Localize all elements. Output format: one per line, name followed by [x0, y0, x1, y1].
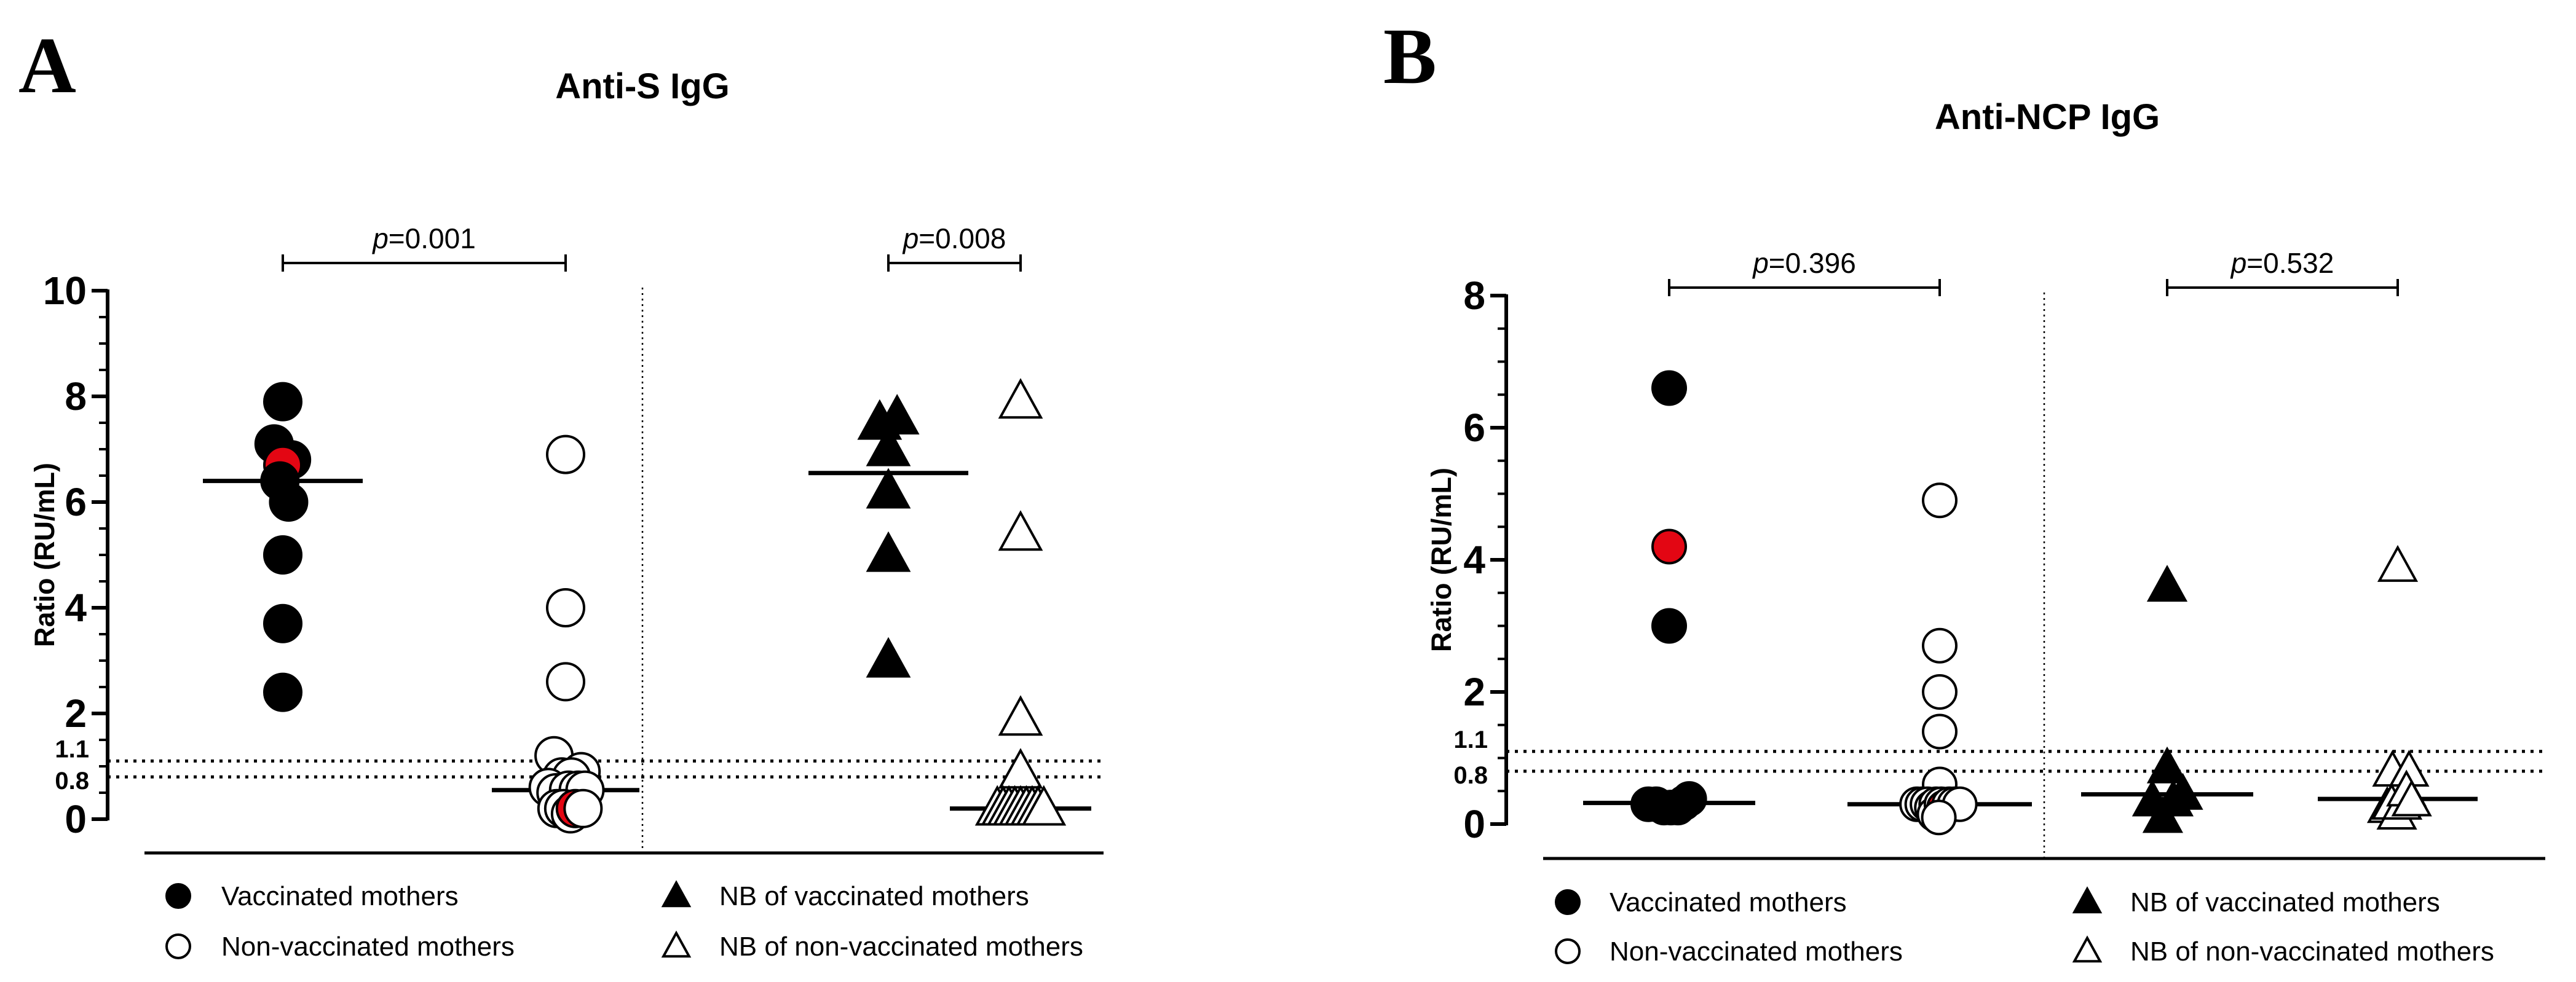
data-point [1021, 785, 1067, 826]
legend-marker [165, 933, 191, 959]
data-point [263, 603, 302, 643]
data-point [2377, 544, 2419, 582]
data-point [2391, 779, 2432, 817]
cutoff-label-low: 0.8 [1453, 762, 1488, 789]
series-nb-of-non-vaccinated-mothers [2318, 544, 2478, 830]
series-nb-of-vaccinated-mothers [2081, 565, 2253, 833]
data-point [998, 748, 1043, 789]
legend-marker [2072, 935, 2103, 963]
p-value-symbol: p [2230, 247, 2247, 279]
legend-label: Non-vaccinated mothers [1610, 937, 1903, 967]
data-point [1922, 482, 1958, 519]
y-tick-label: 6 [1463, 406, 1485, 450]
series-nb-of-non-vaccinated-mothers [950, 378, 1091, 826]
data-point-highlighted [1651, 528, 1687, 565]
p-value: p=0.008 [902, 222, 1006, 254]
data-point [1922, 627, 1958, 664]
y-tick-label: 4 [65, 586, 87, 630]
data-point [2146, 746, 2188, 784]
data-point [2146, 565, 2188, 602]
p-value: p=0.001 [371, 222, 476, 254]
p-value-symbol: p [371, 222, 389, 254]
data-point [1651, 370, 1687, 406]
series-non-vaccinated-mothers [1847, 482, 2032, 836]
y-axis-label: Ratio (RU/mL) [29, 463, 60, 647]
chart-title: Anti-NCP IgG [1935, 97, 2160, 137]
data-point [263, 672, 302, 712]
data-point [263, 535, 302, 575]
p-value-symbol: p [1752, 247, 1769, 279]
y-tick-label: 2 [65, 691, 87, 736]
data-point [263, 382, 302, 422]
data-point [998, 378, 1043, 419]
p-value-number: =0.001 [389, 222, 476, 254]
data-point [866, 468, 911, 509]
y-axis-label: Ratio (RU/mL) [1426, 468, 1457, 652]
y-tick-label: 0 [65, 797, 87, 841]
data-point [269, 482, 309, 522]
series-vaccinated-mothers [203, 382, 363, 712]
legend-label: Non-vaccinated mothers [221, 932, 515, 962]
cutoff-label-low: 0.8 [55, 768, 89, 795]
data-point [998, 695, 1043, 736]
legend-marker [1555, 938, 1581, 964]
panel-letter: B [1383, 12, 1437, 101]
data-point [1651, 608, 1687, 644]
data-point [1922, 674, 1958, 710]
data-point [998, 510, 1043, 551]
y-tick-label: 6 [65, 480, 87, 524]
data-point [2162, 772, 2203, 810]
legend-marker [661, 880, 692, 908]
legend-label: Vaccinated mothers [221, 881, 459, 911]
legend: Vaccinated mothers Non-vaccinated mothers… [165, 880, 1083, 962]
cutoff-label-high: 1.1 [55, 736, 89, 763]
legend-label: NB of non-vaccinated mothers [2130, 937, 2494, 967]
data-point [546, 434, 585, 474]
legend-label: NB of vaccinated mothers [2130, 887, 2440, 917]
cutoff-label-high: 1.1 [1453, 726, 1488, 753]
y-tick-label: 8 [65, 374, 87, 418]
p-value-number: =0.396 [1769, 247, 1856, 279]
y-tick-label: 4 [1463, 538, 1485, 582]
y-tick-label: 2 [1463, 670, 1485, 714]
data-point [866, 637, 911, 678]
data-point [874, 394, 920, 435]
y-tick-label: 0 [1463, 802, 1485, 846]
data-point [866, 531, 911, 572]
y-tick-label: 8 [1463, 273, 1485, 318]
series-non-vaccinated-mothers [492, 434, 639, 834]
legend-label: Vaccinated mothers [1610, 887, 1847, 917]
panel-letter: A [18, 22, 76, 110]
series-vaccinated-mothers [1583, 370, 1755, 826]
p-value-number: =0.532 [2246, 247, 2334, 279]
p-value-number: =0.008 [919, 222, 1006, 254]
p-value: p=0.532 [2230, 247, 2334, 279]
data-point [1921, 799, 1957, 836]
legend-marker [165, 883, 191, 909]
data-point [563, 788, 603, 828]
legend: Vaccinated mothers Non-vaccinated mothers… [1555, 886, 2494, 967]
legend-label: NB of non-vaccinated mothers [719, 932, 1083, 962]
data-point [1671, 781, 1707, 817]
p-value: p=0.396 [1752, 247, 1856, 279]
data-point [546, 662, 585, 702]
chart-title: Anti-S IgG [555, 66, 730, 106]
series-nb-of-vaccinated-mothers [808, 394, 968, 678]
y-tick-label: 10 [43, 269, 87, 313]
legend-label: NB of vaccinated mothers [719, 881, 1029, 911]
legend-marker [1555, 889, 1581, 915]
legend-marker [2072, 886, 2103, 914]
data-point [866, 425, 911, 466]
data-point [1922, 713, 1958, 750]
p-value-symbol: p [902, 222, 919, 254]
data-point [546, 588, 585, 627]
legend-marker [661, 930, 692, 958]
